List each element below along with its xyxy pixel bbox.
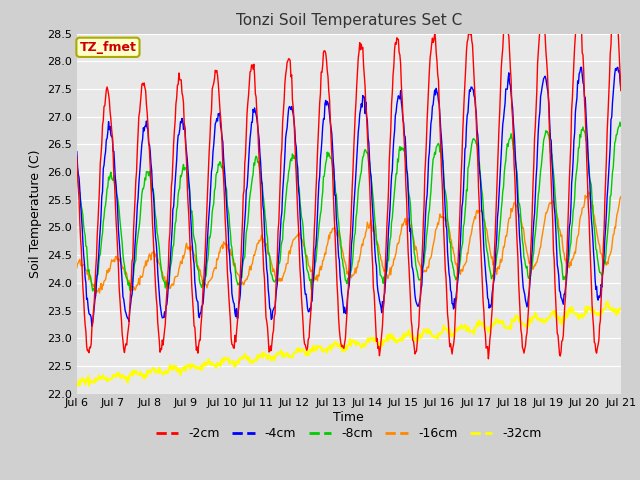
-16cm	[140, 268, 147, 274]
-8cm	[223, 203, 231, 208]
-16cm	[431, 228, 439, 234]
-32cm	[603, 299, 611, 305]
-8cm	[73, 175, 81, 180]
Line: -32cm: -32cm	[77, 302, 621, 386]
-2cm	[611, 1, 619, 7]
-2cm	[139, 80, 147, 86]
-2cm	[83, 343, 90, 349]
-2cm	[415, 324, 422, 329]
-8cm	[140, 186, 147, 192]
-32cm	[73, 384, 81, 389]
-2cm	[617, 88, 625, 94]
-4cm	[416, 299, 424, 304]
-8cm	[416, 277, 424, 283]
-2cm	[431, 31, 438, 36]
-8cm	[616, 119, 624, 125]
-16cm	[73, 265, 81, 271]
-16cm	[584, 189, 592, 195]
-8cm	[83, 244, 90, 250]
Line: -8cm: -8cm	[77, 122, 621, 291]
-16cm	[617, 194, 625, 200]
-4cm	[431, 92, 439, 98]
-32cm	[194, 364, 202, 370]
Title: Tonzi Soil Temperatures Set C: Tonzi Soil Temperatures Set C	[236, 13, 462, 28]
-2cm	[223, 248, 230, 253]
-16cm	[223, 241, 231, 247]
-32cm	[415, 333, 422, 338]
-16cm	[83, 268, 90, 274]
-4cm	[617, 85, 625, 91]
Text: TZ_fmet: TZ_fmet	[79, 41, 136, 54]
-32cm	[83, 378, 90, 384]
-8cm	[89, 288, 97, 294]
-4cm	[88, 324, 96, 329]
-8cm	[431, 151, 439, 157]
-4cm	[223, 216, 231, 221]
-2cm	[73, 154, 81, 159]
-4cm	[73, 149, 81, 155]
Line: -2cm: -2cm	[77, 4, 621, 359]
-16cm	[416, 262, 424, 267]
-16cm	[195, 264, 202, 270]
-8cm	[617, 123, 625, 129]
Line: -16cm: -16cm	[77, 192, 621, 293]
-16cm	[91, 290, 99, 296]
-2cm	[194, 350, 202, 356]
-4cm	[83, 297, 90, 302]
-4cm	[614, 64, 621, 70]
Y-axis label: Soil Temperature (C): Soil Temperature (C)	[29, 149, 42, 278]
-32cm	[139, 373, 147, 379]
-4cm	[140, 125, 147, 131]
Legend: -2cm, -4cm, -8cm, -16cm, -32cm: -2cm, -4cm, -8cm, -16cm, -32cm	[151, 422, 547, 445]
-8cm	[195, 267, 202, 273]
-32cm	[223, 356, 230, 362]
-2cm	[484, 356, 492, 362]
-32cm	[431, 334, 438, 339]
-4cm	[195, 313, 202, 319]
-32cm	[617, 305, 625, 311]
Line: -4cm: -4cm	[77, 67, 621, 326]
X-axis label: Time: Time	[333, 411, 364, 424]
